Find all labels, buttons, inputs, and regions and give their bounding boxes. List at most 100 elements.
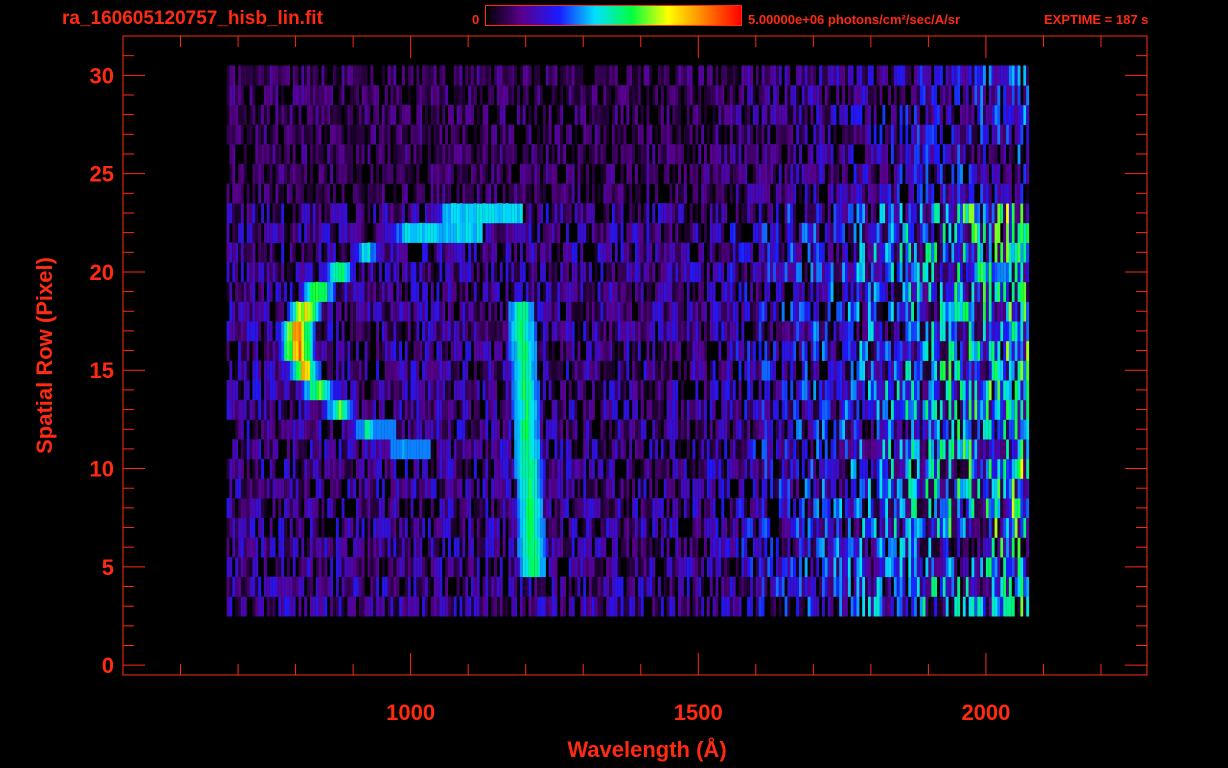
heatmap-cell [752,262,756,283]
heatmap-cell [456,458,460,479]
heatmap-cell [747,380,751,401]
heatmap-cell [589,281,592,302]
heatmap-cell [985,498,989,519]
heatmap-cell [902,301,906,322]
heatmap-cell [376,340,379,361]
heatmap-cell [433,203,437,224]
heatmap-cell [939,576,943,597]
heatmap-cell [318,419,322,440]
heatmap-cell [672,340,676,361]
heatmap-cell [922,419,926,440]
heatmap-cell [370,380,374,401]
heatmap-cell [321,380,325,401]
heatmap-cell [796,596,799,617]
heatmap-cell [637,242,641,263]
heatmap-cell [962,380,966,401]
heatmap-cell [712,557,716,578]
heatmap-cell [839,360,843,381]
heatmap-cell [778,321,782,342]
heatmap-cell [793,399,797,420]
heatmap-cell [919,557,923,578]
heatmap-cell [879,576,883,597]
heatmap-cell [361,321,365,342]
heatmap-cell [870,596,874,617]
heatmap-cell [491,537,495,558]
heatmap-cell [295,321,299,342]
heatmap-cell [488,183,492,204]
heatmap-cell [519,222,523,243]
heatmap-cell [1023,498,1027,519]
heatmap-cell [721,203,725,224]
heatmap-cell [948,203,952,224]
heatmap-cell [965,281,969,302]
heatmap-cell [819,321,822,342]
heatmap-cell [695,222,699,243]
heatmap-cell [706,380,710,401]
heatmap-cell [514,576,518,597]
heatmap-cell [407,576,411,597]
heatmap-cell [376,439,379,460]
heatmap-cell [476,222,480,243]
heatmap-cell [479,242,483,263]
heatmap-cell [1000,517,1004,538]
heatmap-cell [945,596,949,617]
heatmap-cell [462,439,466,460]
heatmap-cell [724,321,728,342]
heatmap-cell [396,222,400,243]
heatmap-cell [847,360,851,381]
heatmap-cell [669,596,673,617]
heatmap-cell [476,183,480,204]
heatmap-cell [442,419,446,440]
heatmap-cell [957,222,961,243]
heatmap-cell [321,557,325,578]
heatmap-cell [295,262,299,283]
heatmap-cell [698,301,702,322]
heatmap-cell [445,458,449,479]
heatmap-cell [666,262,670,283]
heatmap-cell [957,478,961,499]
heatmap-cell [381,399,385,420]
heatmap-cell [735,222,739,243]
heatmap-cell [404,557,408,578]
heatmap-cell [571,557,575,578]
heatmap-cell [381,576,385,597]
heatmap-cell [318,537,322,558]
heatmap-cell [704,419,707,440]
heatmap-cell [632,557,635,578]
heatmap-cell [410,419,414,440]
heatmap-cell [614,242,618,263]
heatmap-cell [235,537,239,558]
heatmap-cell [459,281,463,302]
heatmap-cell [522,262,526,283]
heatmap-cell [1000,242,1004,263]
heatmap-cell [830,439,834,460]
heatmap-cell [902,281,906,302]
heatmap-cell [327,439,331,460]
heatmap-cell [445,360,449,381]
heatmap-cell [433,380,437,401]
heatmap-cell [612,517,615,538]
heatmap-cell [957,242,961,263]
heatmap-cell [229,262,233,283]
heatmap-cell [985,576,989,597]
heatmap-cell [255,537,259,558]
heatmap-cell [960,557,963,578]
heatmap-cell [977,360,981,381]
heatmap-cell [758,596,762,617]
heatmap-cell [965,419,969,440]
heatmap-cell [508,537,512,558]
heatmap-cell [367,478,371,499]
heatmap-cell [540,537,543,558]
heatmap-cell [310,183,313,204]
heatmap-cell [281,242,285,263]
heatmap-cell [591,498,595,519]
heatmap-cell [468,458,472,479]
heatmap-cell [413,321,417,342]
heatmap-cell [850,222,854,243]
heatmap-cell [847,419,851,440]
heatmap-cell [528,203,532,224]
heatmap-cell [496,340,500,361]
heatmap-cell [974,557,978,578]
heatmap-cell [453,557,457,578]
heatmap-cell [238,380,241,401]
